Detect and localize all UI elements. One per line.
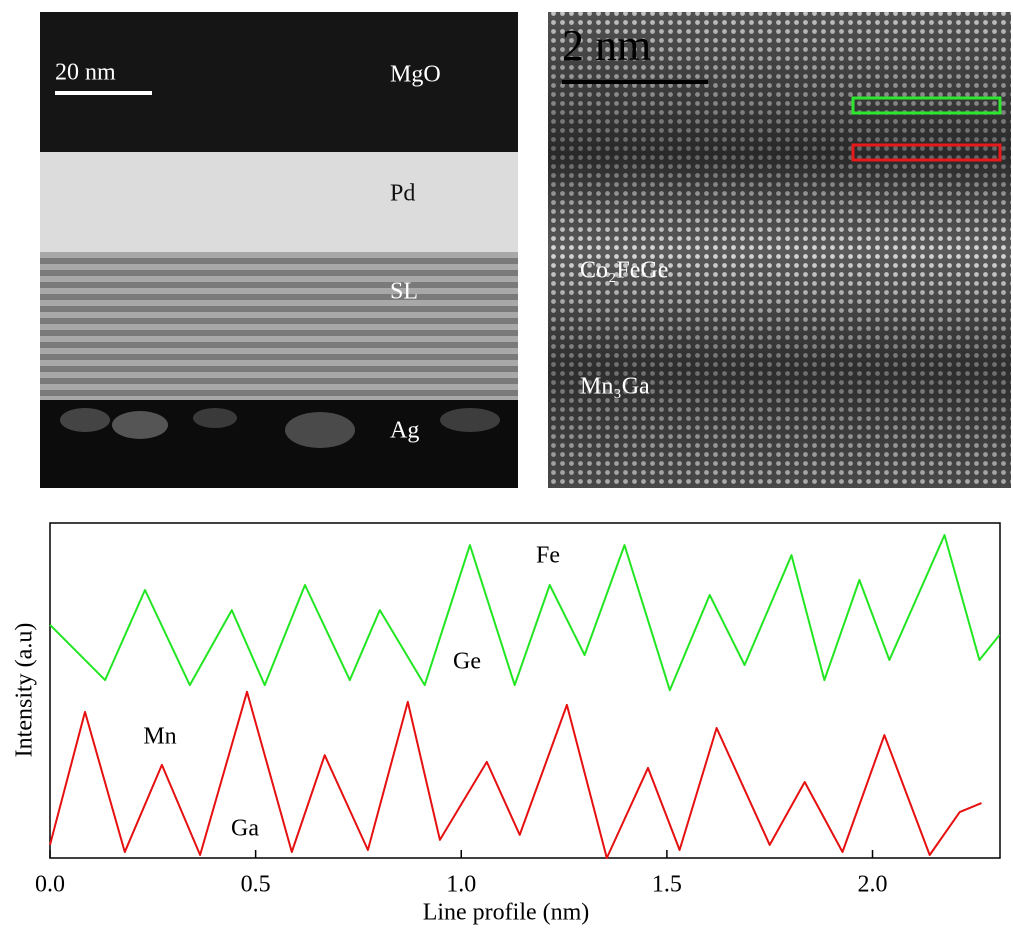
scale-bar-label: 2 nm [562,21,651,70]
element-label: Ge [453,649,481,675]
layer-label: Co₂FeGe [580,258,668,284]
layer-label: SL [390,279,418,305]
x-tick-label: 1.0 [446,872,476,898]
element-label: Mn [143,724,176,750]
plot-frame [49,522,1001,859]
red-roi [851,143,1002,162]
layer-label: Pd [390,181,415,207]
layer-label: MgO [390,62,441,88]
layer-label: Ag [390,418,419,444]
green-roi [851,96,1002,115]
tem-image-left: 20 nm MgO Pd SL Ag [40,12,518,488]
x-tick-label: 0.0 [35,872,65,898]
profile-line [49,534,1001,692]
x-tick-label: 0.5 [241,872,271,898]
x-tick-label: 1.5 [652,872,682,898]
layer-label: Mn₃Ga [580,374,650,400]
element-label: Ga [231,816,259,842]
x-tick-label: 2.0 [858,872,888,898]
tem-image-right: 2 nm Co₂FeGe Mn₃Ga [548,12,1011,488]
y-axis-label: Intensity (a.u) [12,623,38,758]
profile-line [49,690,982,859]
x-axis-label: Line profile (nm) [423,900,590,926]
element-label: Fe [536,543,560,569]
scale-bar-label: 20 nm [55,60,116,86]
